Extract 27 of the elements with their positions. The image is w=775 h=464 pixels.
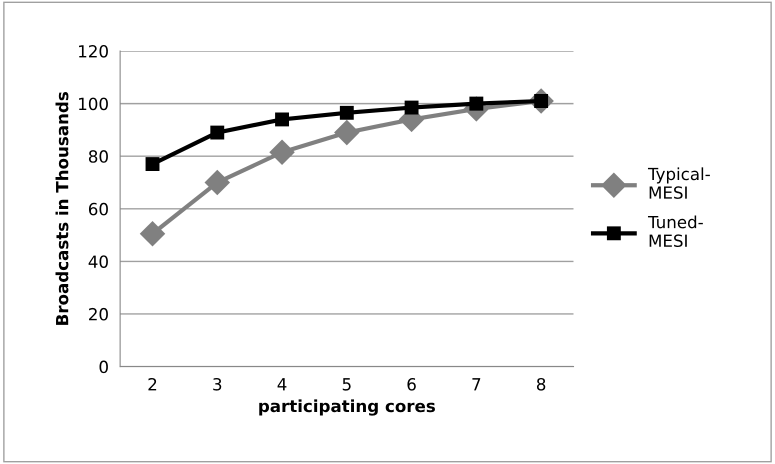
x-tick-label: 3 [213,378,222,391]
point [270,140,295,165]
y-tick-label: 20 [89,308,108,321]
point [204,170,230,195]
y-tick-label: 0 [100,360,108,374]
y-tick-label: 40 [88,255,108,268]
y-tick-label: 60 [88,202,108,216]
y-tick-label: 80 [88,150,108,163]
x-tick-label: 6 [407,378,416,391]
legend-label: Typical-MESI [648,167,710,199]
point [404,100,419,115]
y-axis-title: Broadcasts in Thousands [56,92,68,325]
point [140,221,165,246]
legend-label: Tuned-MESI [648,215,703,248]
point [275,112,289,126]
point [210,126,224,140]
x-tick-label: 5 [342,378,351,391]
point [340,106,354,120]
x-tick-label: 8 [536,378,546,391]
x-tick-label: 2 [148,378,156,390]
x-tick-label: 7 [472,378,480,390]
x-axis-title: participating cores [259,399,435,416]
x-tick-label: 4 [278,378,286,390]
y-tick-label: 100 [79,98,108,110]
point [146,157,160,172]
point [334,120,360,146]
y-tick-label: 120 [79,45,108,58]
